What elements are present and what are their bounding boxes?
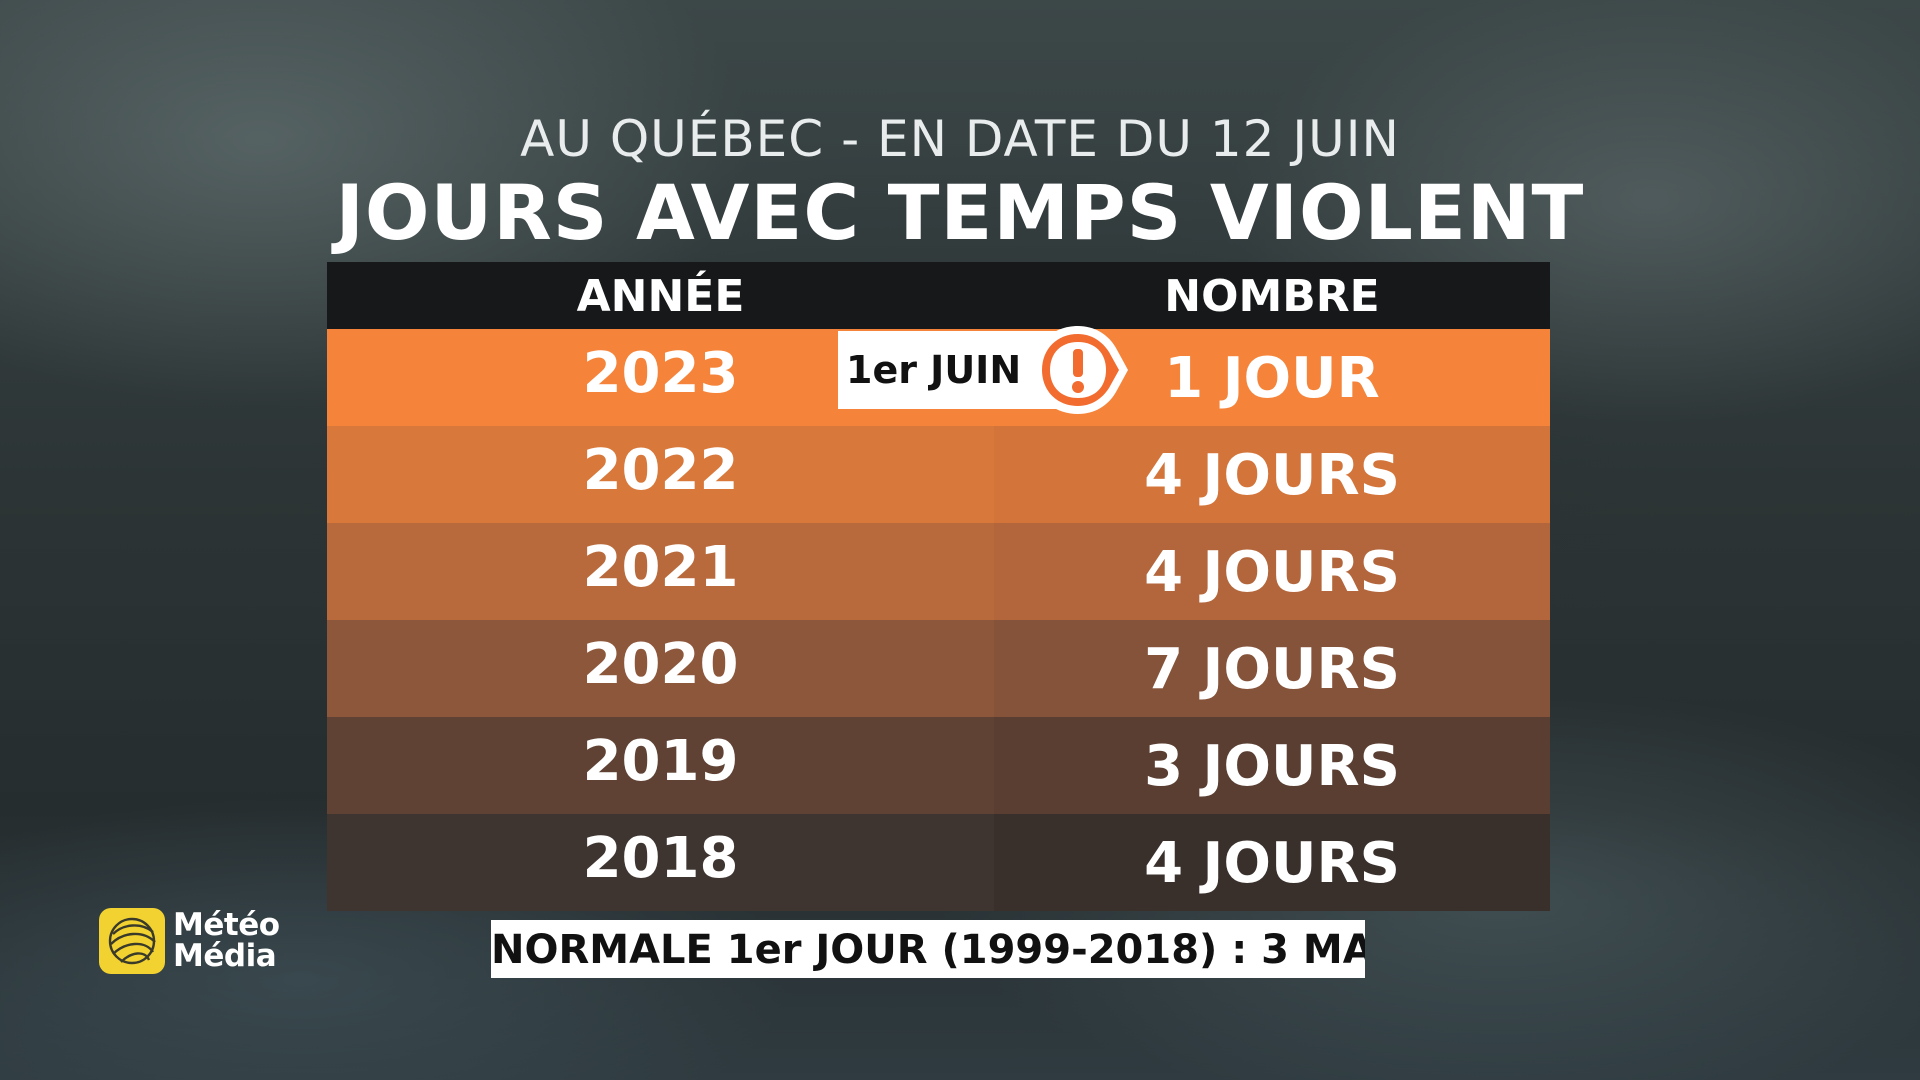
logo-line-2: Média	[173, 938, 277, 974]
table-row: 2018 4 JOURS	[327, 814, 1550, 911]
table-row: 2020 7 JOURS	[327, 620, 1550, 717]
column-header-year: ANNÉE	[576, 271, 745, 322]
year-cell: 2018	[327, 814, 994, 911]
page-title: JOURS AVEC TEMPS VIOLENT	[335, 168, 1585, 257]
column-header-count: NOMBRE	[1164, 271, 1380, 322]
meteomedia-logo: Météo Média	[99, 906, 280, 976]
logo-line-1: Météo	[173, 907, 280, 943]
count-cell: 4 JOURS	[994, 426, 1550, 523]
year-cell: 2022	[327, 426, 994, 523]
table-row: 2021 4 JOURS	[327, 523, 1550, 620]
logo-wordmark: Météo Média	[173, 910, 280, 972]
count-cell: 4 JOURS	[994, 523, 1550, 620]
subtitle: AU QUÉBEC - EN DATE DU 12 JUIN	[520, 110, 1400, 168]
globe-icon	[99, 908, 165, 974]
count-cell: 4 JOURS	[994, 814, 1550, 911]
year-cell: 2020	[327, 620, 994, 717]
table-row: 2019 3 JOURS	[327, 717, 1550, 814]
first-day-callout: 1er JUIN	[838, 331, 1060, 409]
table-row: 2022 4 JOURS	[327, 426, 1550, 523]
table-header: ANNÉE NOMBRE	[327, 262, 1550, 329]
count-cell: 3 JOURS	[994, 717, 1550, 814]
year-cell: 2021	[327, 523, 994, 620]
year-cell: 2019	[327, 717, 994, 814]
count-cell: 7 JOURS	[994, 620, 1550, 717]
normal-first-day-note: NORMALE 1er JOUR (1999-2018) : 3 MAI	[491, 920, 1365, 978]
exclamation-alert-icon	[1034, 326, 1128, 414]
